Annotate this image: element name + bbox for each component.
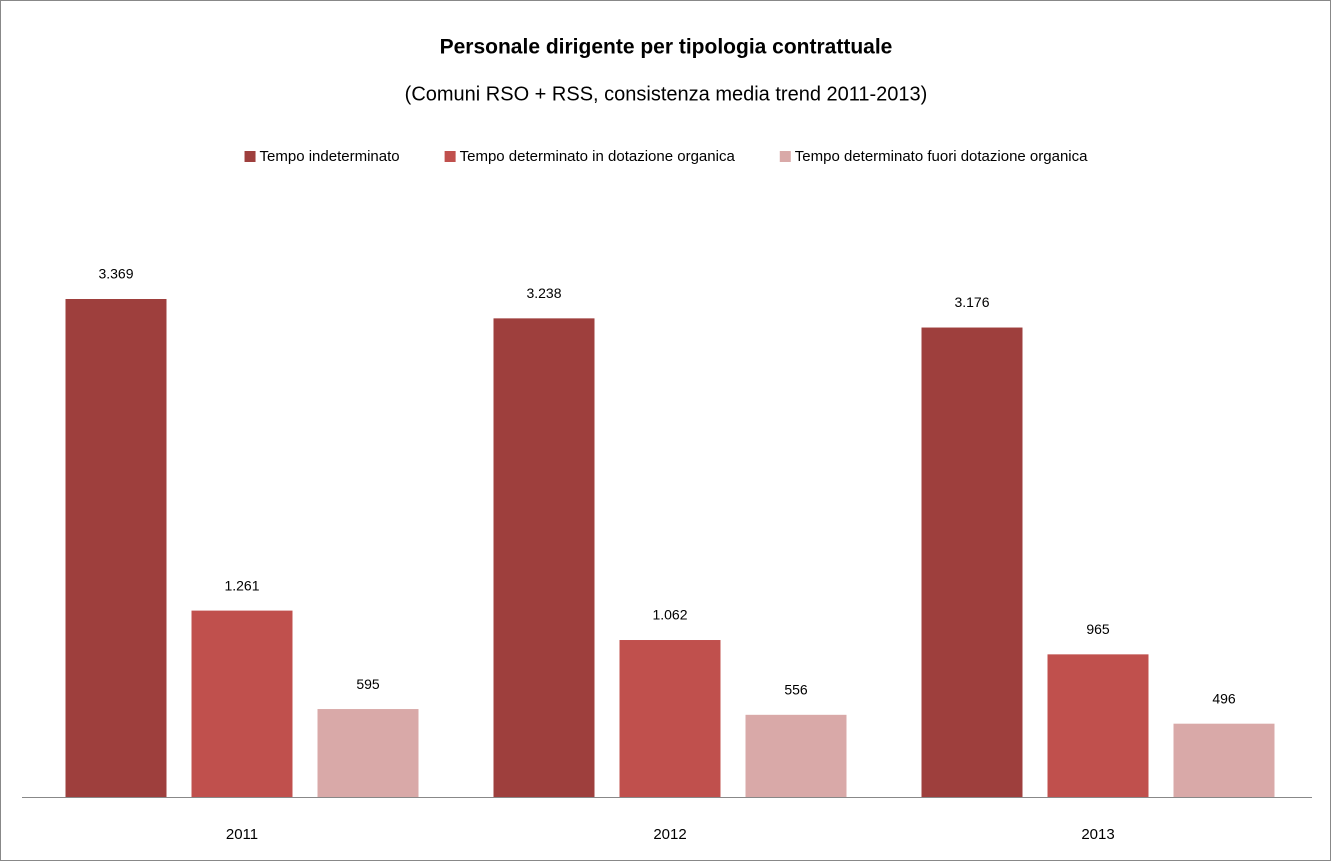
data-label: 1.261 [224,577,259,593]
chart-subtitle: (Comuni RSO + RSS, consistenza media tre… [405,83,928,105]
legend-label: Tempo determinato in dotazione organica [460,148,736,165]
data-label: 1.062 [652,607,687,623]
data-label: 3.176 [954,294,989,310]
data-label: 965 [1086,621,1110,637]
bar [1173,723,1275,797]
legend-label: Tempo indeterminato [260,148,400,165]
bar [619,640,721,797]
legend-swatch [779,151,791,162]
bar [317,709,419,797]
chart-title: Personale dirigente per tipologia contra… [440,36,893,59]
x-tick-label: 2011 [226,826,258,843]
legend-swatch [444,151,456,162]
bar [1047,654,1149,797]
data-label: 3.369 [98,266,133,282]
x-tick-label: 2013 [1081,826,1114,843]
bar [191,610,293,797]
bar [745,714,847,797]
data-label: 595 [356,676,380,692]
data-label: 496 [1212,690,1236,706]
bar [65,299,167,797]
x-tick-label: 2012 [653,826,686,843]
bar [921,327,1023,797]
data-label: 556 [784,682,808,698]
data-label: 3.238 [526,285,561,301]
bar [493,318,595,797]
legend-label: Tempo determinato fuori dotazione organi… [795,148,1088,165]
legend-swatch [244,151,256,162]
